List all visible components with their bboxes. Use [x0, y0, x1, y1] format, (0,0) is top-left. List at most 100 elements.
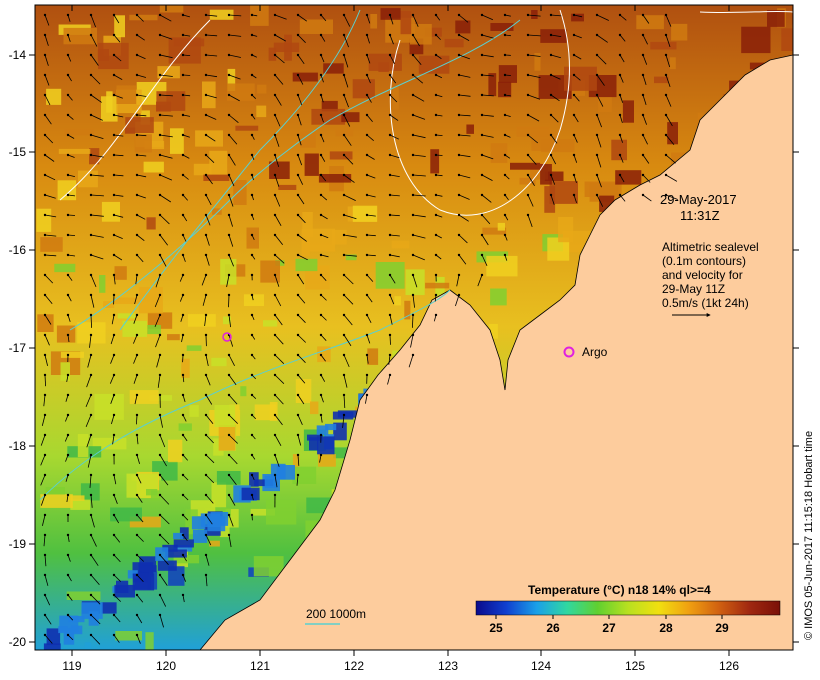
sst-cold-patch [317, 436, 335, 455]
velocity-vector-origin [365, 133, 369, 137]
velocity-vector [274, 394, 284, 405]
velocity-vector-origin [89, 353, 93, 357]
sst-pixel-patch [212, 208, 222, 215]
velocity-vector [205, 94, 217, 99]
velocity-vector [527, 14, 541, 17]
velocity-vector-origin [365, 73, 369, 77]
sst-pixel-patch [418, 55, 450, 74]
velocity-vector-origin [273, 353, 277, 357]
colorbar-tick-label: 27 [602, 621, 616, 635]
sst-cold-patch [173, 539, 194, 548]
velocity-vector-origin [204, 313, 208, 317]
velocity-vector-origin [112, 593, 116, 597]
sst-pixel-patch [94, 393, 124, 420]
velocity-vector [296, 474, 299, 486]
altimetry-line-2: (0.1m contours) [662, 254, 746, 268]
velocity-vector [573, 194, 577, 204]
velocity-vector-origin [641, 153, 645, 157]
velocity-vector [274, 434, 282, 446]
lat-tick-label: -14 [9, 48, 27, 62]
velocity-vector-origin [135, 393, 139, 397]
velocity-vector-origin [595, 33, 599, 37]
velocity-vector [274, 474, 278, 488]
velocity-vector-origin [89, 13, 93, 17]
velocity-vector [481, 174, 493, 181]
velocity-vector-origin [618, 113, 622, 117]
velocity-vector-origin [112, 333, 116, 337]
lon-tick-label: 120 [156, 659, 176, 673]
velocity-vector-origin [89, 153, 93, 157]
velocity-vector-origin [296, 373, 300, 377]
velocity-vector-origin [135, 413, 139, 417]
velocity-vector-origin [296, 193, 300, 197]
velocity-vector-origin [227, 433, 231, 437]
velocity-vector [458, 94, 471, 97]
velocity-vector [136, 74, 147, 78]
velocity-vector-origin [664, 53, 668, 57]
velocity-vector [458, 254, 467, 265]
sst-pixel-patch [302, 212, 313, 238]
velocity-vector [642, 154, 650, 164]
velocity-vector-origin [43, 513, 47, 517]
velocity-vector [44, 554, 47, 567]
velocity-vector [412, 214, 426, 218]
velocity-vector-origin [135, 73, 139, 77]
velocity-vector-origin [296, 113, 300, 117]
velocity-vector [297, 234, 307, 242]
velocity-vector [90, 494, 93, 508]
velocity-vector-origin [641, 13, 645, 17]
sst-cold-patch [43, 643, 61, 650]
velocity-vector [274, 134, 280, 147]
sst-cold-patch [309, 437, 319, 451]
velocity-vector [205, 374, 211, 386]
velocity-vector-origin [365, 253, 369, 257]
sst-pixel-patch [370, 14, 378, 29]
velocity-vector-origin [204, 293, 208, 297]
velocity-vector-origin [89, 373, 93, 377]
longitude-axis: 119 120 121 122 123 124 125 126 [62, 5, 739, 673]
sst-cold-patch [179, 527, 189, 539]
velocity-vector [412, 274, 418, 288]
velocity-vector [343, 194, 356, 201]
sst-pixel-patch [58, 148, 91, 154]
sst-pixel-patch [202, 81, 216, 109]
velocity-vector-origin [572, 33, 576, 37]
velocity-vector [458, 194, 470, 200]
velocity-vector [343, 114, 351, 127]
velocity-vector-origin [43, 433, 47, 437]
velocity-vector-origin [480, 213, 484, 217]
velocity-vector [42, 514, 46, 526]
velocity-vector [366, 34, 370, 44]
velocity-vector-origin [89, 193, 93, 197]
velocity-vector-origin [66, 173, 70, 177]
velocity-vector-origin [388, 233, 392, 237]
velocity-vector-origin [319, 353, 323, 357]
velocity-vector [90, 94, 102, 103]
velocity-vector-origin [388, 313, 392, 317]
velocity-vector-origin [158, 573, 162, 577]
velocity-vector-origin [66, 53, 70, 57]
velocity-vector [527, 54, 541, 57]
velocity-vector-origin [158, 113, 162, 117]
sst-pixel-patch [110, 507, 142, 522]
velocity-vector-origin [89, 93, 93, 97]
sst-pixel-patch [295, 379, 312, 403]
velocity-vector-origin [549, 13, 553, 17]
velocity-vector-origin [135, 373, 139, 377]
sst-pixel-patch [60, 362, 70, 381]
velocity-vector-origin [43, 333, 47, 337]
velocity-vector [527, 174, 535, 187]
velocity-vector-origin [319, 93, 323, 97]
velocity-vector-origin [434, 193, 438, 197]
velocity-vector [205, 554, 210, 566]
velocity-vector-origin [181, 253, 185, 257]
velocity-vector-origin [457, 153, 461, 157]
velocity-vector-origin [112, 73, 116, 77]
velocity-vector-origin [43, 293, 47, 297]
sst-pixel-patch [211, 357, 227, 367]
velocity-vector [366, 214, 376, 217]
sst-pixel-patch [134, 134, 152, 153]
velocity-vector-origin [296, 153, 300, 157]
velocity-vector-origin [319, 113, 323, 117]
lat-tick-label: -20 [9, 635, 27, 649]
